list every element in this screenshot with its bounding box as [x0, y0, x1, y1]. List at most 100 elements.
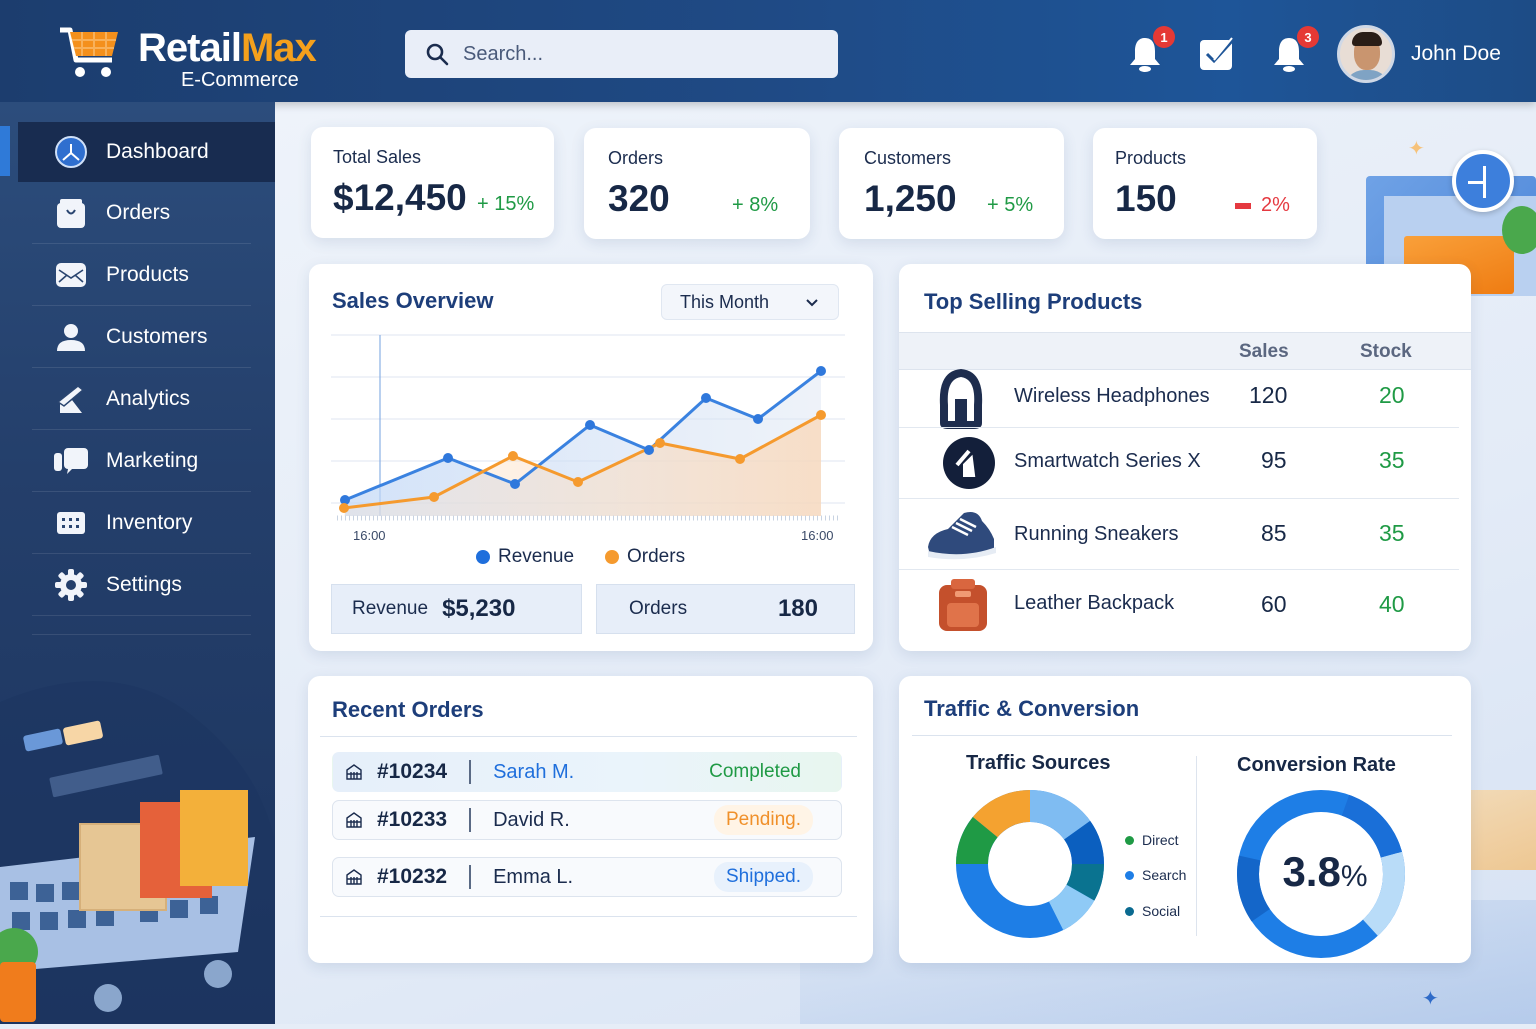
conversion-rate-value: 3.8% — [1282, 848, 1368, 895]
sales-overview-card: Sales Overview This Month 16:00 16:00 Re… — [309, 264, 873, 651]
orders-summary: Orders 180 — [596, 584, 855, 634]
sidebar-item-inventory[interactable]: Inventory — [18, 492, 275, 554]
traffic-sources-donut-chart[interactable] — [955, 782, 1105, 946]
search-dot-icon — [1125, 870, 1134, 880]
card-title: Traffic & Conversion — [924, 696, 1140, 721]
minus-icon — [1235, 202, 1251, 209]
checkbox-icon — [1200, 37, 1236, 70]
smartwatch-icon — [937, 435, 1001, 491]
stat-card-total-sales[interactable]: Total Sales $12,450 + 15% — [311, 127, 554, 238]
stat-card-orders[interactable]: Orders 320 + 8% — [584, 128, 810, 239]
sidebar-item-label: Products — [106, 263, 189, 286]
status-badge: Completed — [709, 761, 801, 782]
legend-direct[interactable]: Direct — [1125, 832, 1179, 848]
alert-count-badge: 3 — [1297, 26, 1319, 48]
top-products-card: Top Selling Products Sales Stock Wireles… — [899, 264, 1471, 651]
backpack-icon — [931, 577, 995, 633]
logo[interactable]: RetailMax E-Commerce — [58, 24, 317, 91]
legend-orders[interactable]: Orders — [605, 546, 685, 568]
stat-value: 150 — [1115, 178, 1177, 219]
stat-value: 320 — [608, 178, 670, 219]
order-id: #10233 — [377, 808, 448, 831]
illustration-plant — [1502, 206, 1536, 254]
top-bar: RetailMax E-Commerce 1 3 John Doe — [0, 0, 1536, 102]
order-customer: Sarah M. — [493, 760, 575, 783]
direct-dot-icon — [1125, 835, 1134, 845]
conversion-rate-title: Conversion Rate — [1237, 754, 1396, 776]
sidebar-item-orders[interactable]: Orders — [18, 182, 275, 244]
chevron-down-icon — [806, 299, 818, 307]
revenue-summary: Revenue $5,230 — [331, 584, 582, 634]
app-subtitle: E-Commerce — [180, 69, 299, 91]
revenue-dot-icon — [476, 550, 490, 564]
app-title: RetailMax — [138, 26, 317, 70]
status-badge: Pending. — [713, 805, 813, 835]
grid-icon — [54, 506, 88, 540]
gear-icon — [54, 568, 88, 602]
x-axis-end-label: 16:00 — [801, 528, 834, 543]
period-dropdown[interactable]: This Month — [661, 284, 839, 320]
traffic-sources-title: Traffic Sources — [966, 752, 1111, 774]
sparkle-icon: ✦ — [1422, 988, 1439, 1010]
table-row[interactable]: Running Sneakers 85 35 — [899, 498, 1459, 568]
stat-delta: + 8% — [732, 194, 779, 216]
legend-social[interactable]: Social — [1125, 903, 1180, 919]
column-header-sales: Sales — [1239, 341, 1289, 362]
sidebar-item-dashboard[interactable]: Dashboard — [18, 122, 275, 182]
bell-icon — [1274, 38, 1304, 72]
stat-label: Total Sales — [333, 147, 422, 167]
sidebar-item-label: Marketing — [106, 449, 199, 472]
sidebar-item-analytics[interactable]: Analytics — [18, 368, 275, 430]
recent-orders-card: Recent Orders #10234 Sarah M. Completed … — [308, 676, 873, 963]
legend-search[interactable]: Search — [1125, 867, 1186, 883]
divider — [1196, 756, 1197, 936]
sidebar-item-marketing[interactable]: Marketing — [18, 430, 275, 492]
order-row[interactable]: #10234 Sarah M. Completed — [332, 752, 842, 792]
table-header: Sales Stock — [899, 332, 1471, 370]
sidebar-item-label: Dashboard — [106, 140, 209, 163]
search-bar[interactable] — [405, 30, 838, 78]
notification-count-badge: 1 — [1153, 26, 1175, 48]
card-title: Top Selling Products — [924, 289, 1143, 314]
column-header-stock: Stock — [1360, 341, 1412, 362]
order-row[interactable]: #10233 David R. Pending. — [332, 800, 842, 840]
stat-card-customers[interactable]: Customers 1,250 + 5% — [839, 128, 1064, 239]
traffic-conversion-card: Traffic & Conversion Traffic Sources Dir… — [899, 676, 1471, 963]
illustration-clock-icon — [1452, 150, 1514, 212]
order-id: #10232 — [377, 865, 448, 888]
sales-line-chart[interactable] — [309, 264, 873, 554]
user-icon — [54, 320, 88, 354]
stat-card-products[interactable]: Products 150 2% — [1093, 128, 1317, 239]
stat-delta: + 15% — [477, 193, 535, 215]
cart-logo-icon — [58, 24, 122, 80]
envelope-icon — [54, 258, 88, 292]
user-name[interactable]: John Doe — [1411, 42, 1501, 65]
pencil-icon — [54, 382, 88, 416]
stat-value: $12,450 — [333, 177, 467, 218]
orders-dot-icon — [605, 550, 619, 564]
alerts-button[interactable]: 3 — [1269, 26, 1319, 74]
table-row[interactable]: Wireless Headphones 120 20 — [899, 362, 1459, 432]
sidebar-item-customers[interactable]: Customers — [18, 306, 275, 368]
stat-label: Products — [1115, 148, 1187, 168]
sidebar-item-settings[interactable]: Settings — [18, 554, 275, 616]
user-avatar[interactable] — [1337, 25, 1395, 83]
sparkle-icon: ✦ — [1408, 138, 1425, 160]
table-row[interactable]: Leather Backpack 60 40 — [899, 569, 1459, 639]
sidebar-item-products[interactable]: Products — [18, 244, 275, 306]
legend-revenue[interactable]: Revenue — [476, 546, 574, 568]
table-row[interactable]: Smartwatch Series X 95 35 — [899, 427, 1459, 497]
stat-delta: 2% — [1235, 194, 1290, 217]
sidebar-item-label: Inventory — [106, 511, 193, 534]
bell-icon — [1130, 38, 1160, 72]
order-row[interactable]: #10232 Emma L. Shipped. — [332, 857, 842, 897]
notifications-button[interactable]: 1 — [1125, 26, 1175, 74]
stat-label: Customers — [864, 148, 952, 168]
sneaker-icon — [923, 506, 999, 562]
tasks-button[interactable] — [1197, 34, 1237, 74]
search-input[interactable] — [463, 42, 823, 66]
sidebar-item-label: Settings — [106, 573, 182, 596]
order-id: #10234 — [377, 760, 448, 783]
bag-icon — [54, 196, 88, 230]
background-orange-stripe — [1470, 790, 1536, 870]
